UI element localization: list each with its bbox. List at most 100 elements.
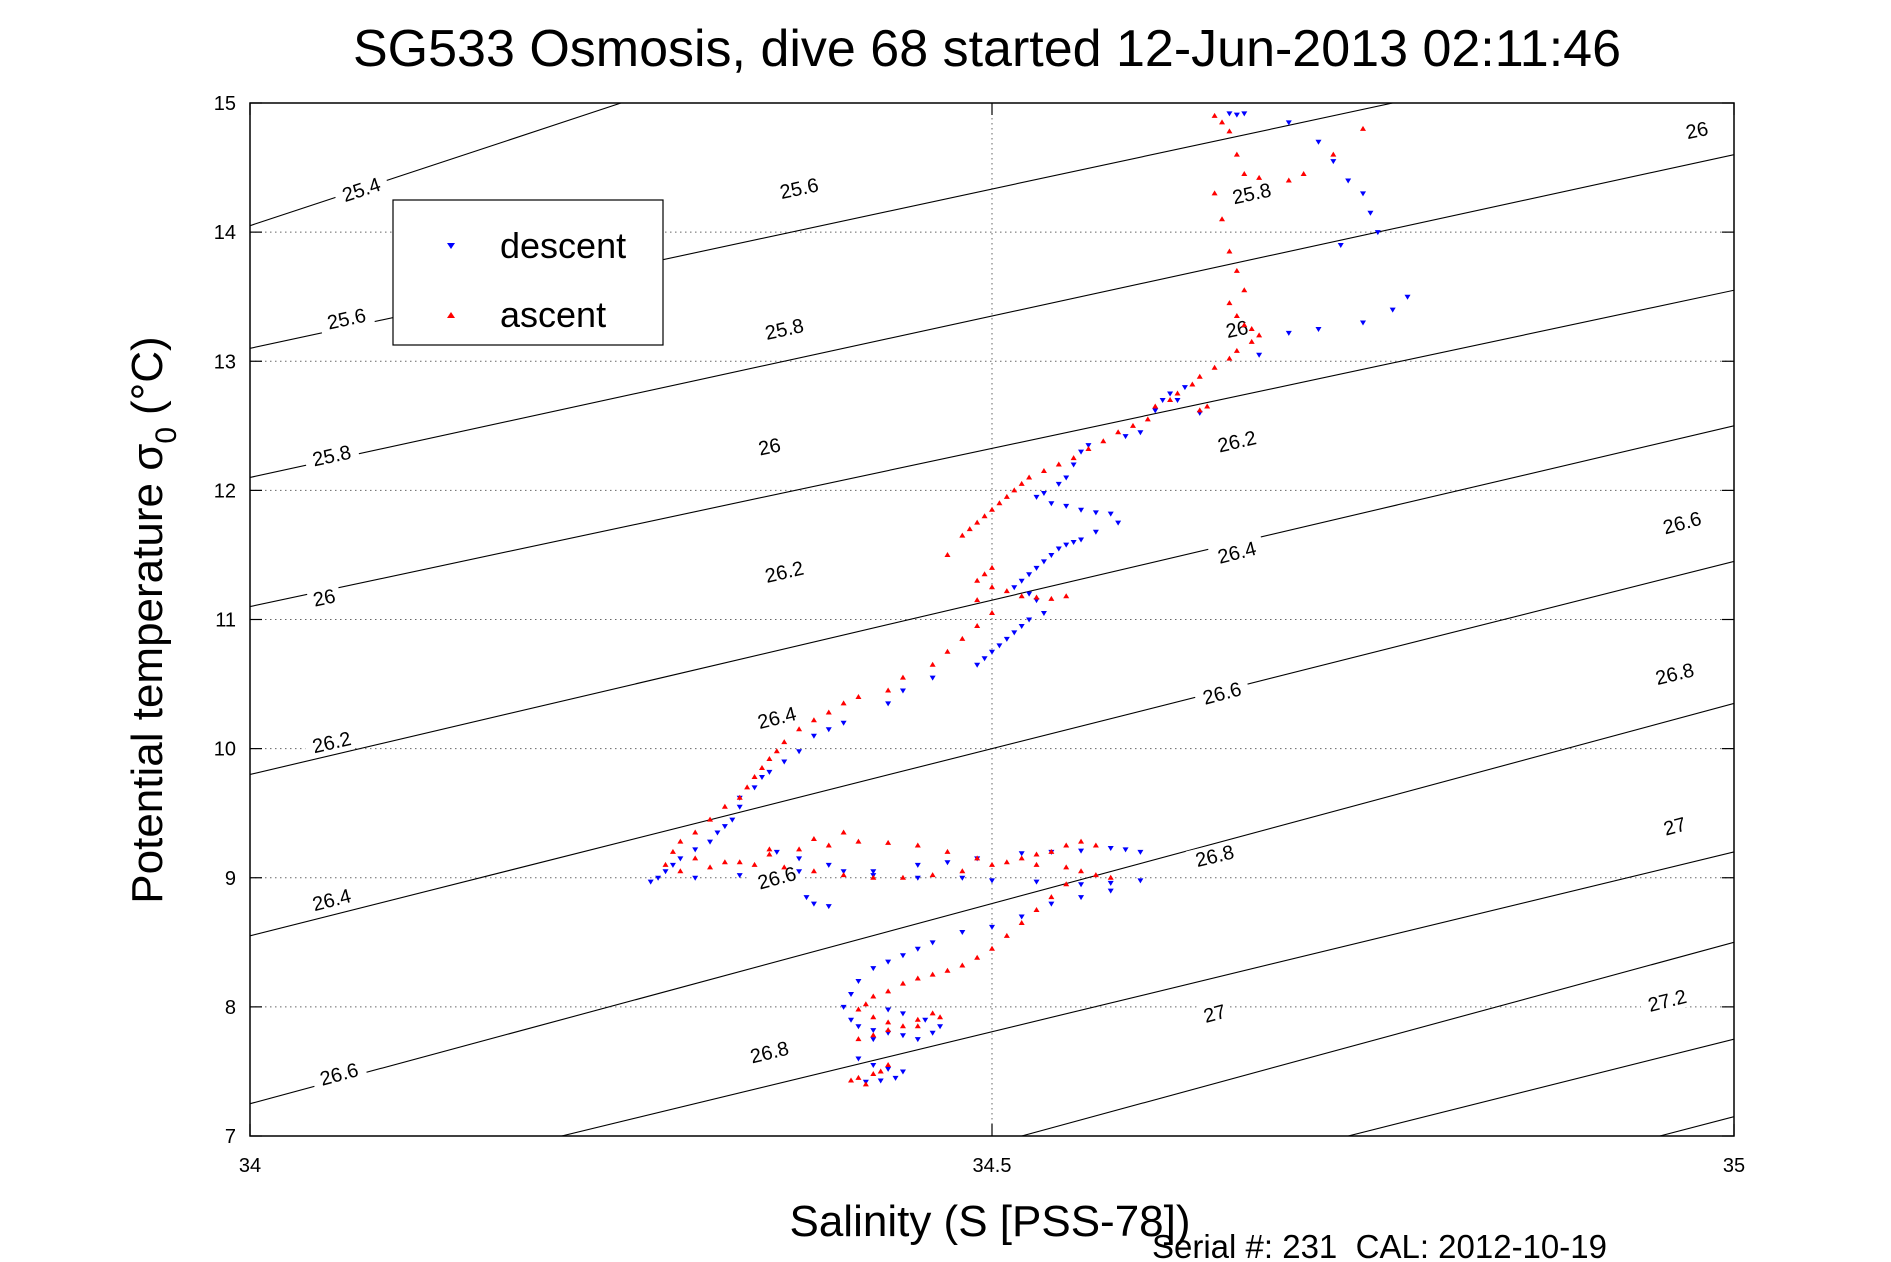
contour-label-gap	[1653, 505, 1711, 541]
contour-label-gap	[310, 1056, 368, 1092]
descent-point	[1107, 888, 1114, 894]
ascent-point	[966, 526, 973, 532]
descent-point	[825, 904, 832, 910]
ascent-point	[736, 859, 743, 865]
contour-label-gap	[751, 432, 788, 461]
descent-point	[773, 849, 780, 855]
svg-text:Potential temperature σ0(°C): Potential temperature σ0 (°C)	[123, 336, 183, 903]
axis-ticks: 34 34.5 35 7 8 9 10 11 12 13 14 15	[214, 93, 1745, 1177]
contour-label-gap	[1208, 424, 1266, 459]
contour-label: 25.6	[317, 302, 376, 336]
descent-point	[758, 775, 765, 781]
y-tick-label: 13	[214, 351, 236, 373]
ascent-point	[855, 1036, 862, 1042]
descent-point	[929, 1030, 936, 1036]
ascent-point	[944, 648, 951, 654]
ascent-point	[744, 784, 751, 790]
ascent-point	[1085, 446, 1092, 452]
descent-point	[1315, 139, 1322, 145]
ascent-point	[1189, 381, 1196, 387]
descent-point	[1226, 111, 1233, 117]
ascent-point	[1196, 373, 1203, 379]
legend-box	[392, 199, 664, 346]
y-tick-label: 14	[214, 222, 236, 244]
ascent-point	[692, 829, 699, 835]
ascent-point	[929, 661, 936, 667]
ascent-point	[1018, 919, 1025, 925]
ascent-point	[1248, 325, 1255, 331]
ascent-point	[899, 874, 906, 880]
contour-label-text: 26	[756, 434, 782, 460]
ascent-point	[781, 864, 788, 870]
ascent-point	[825, 842, 832, 848]
contour-label-gap	[1196, 998, 1233, 1029]
descent-point	[1315, 326, 1322, 332]
ascent-point	[885, 1061, 892, 1067]
descent-point	[1055, 481, 1062, 487]
ascent-point	[848, 1077, 855, 1083]
descent-point	[870, 966, 877, 972]
contour-label: 27	[1196, 998, 1233, 1029]
x-tick-label: 34.5	[973, 1155, 1012, 1177]
ascent-point	[825, 709, 832, 715]
descent-point	[929, 675, 936, 681]
ascent-point	[1152, 403, 1159, 409]
ascent-point	[677, 868, 684, 874]
y-axis-label-subscript: 0	[150, 427, 183, 444]
ascent-point	[959, 532, 966, 538]
descent-point	[848, 991, 855, 997]
descent-point	[870, 869, 877, 875]
ascent-point	[914, 1023, 921, 1029]
y-tick-label: 7	[225, 1126, 236, 1148]
descent-point	[1092, 529, 1099, 535]
descent-point	[1360, 191, 1366, 197]
descent-point	[729, 817, 736, 823]
descent-point	[1078, 537, 1085, 543]
descent-point	[1026, 617, 1033, 623]
contour-label-gap	[770, 171, 828, 205]
legend-ascent-label: ascent	[500, 294, 606, 335]
ascent-point	[989, 564, 995, 570]
contour-label: 26	[306, 583, 343, 612]
ascent-point	[899, 980, 906, 986]
contour-label-gap	[317, 302, 376, 336]
ascent-point	[1211, 364, 1218, 370]
descent-point	[840, 720, 847, 726]
ascent-point	[981, 513, 988, 519]
footer-serial-cal: Serial #: 231 CAL: 2012-10-19	[1152, 1228, 1607, 1262]
descent-point	[714, 830, 721, 836]
descent-point	[1078, 848, 1085, 854]
descent-point	[1374, 230, 1381, 236]
descent-point	[1285, 330, 1292, 336]
ascent-point	[959, 962, 966, 968]
descent-point	[914, 1037, 921, 1043]
ascent-point	[885, 687, 892, 693]
ascent-point	[1018, 593, 1025, 599]
ascent-point	[1070, 455, 1077, 461]
ascent-point	[1226, 248, 1233, 254]
descent-point	[1063, 475, 1070, 481]
ascent-point	[692, 855, 699, 861]
descent-point	[707, 839, 714, 845]
contour-label: 26	[1678, 116, 1715, 145]
legend-descent-label: descent	[500, 225, 626, 266]
descent-point	[1122, 847, 1129, 853]
ascent-point	[1226, 300, 1233, 306]
ascent-point	[766, 851, 773, 857]
descent-point	[1107, 880, 1114, 886]
contour-label-gap	[747, 860, 806, 896]
ascent-point	[981, 571, 988, 577]
ascent-point	[1226, 355, 1233, 361]
ascent-point	[1040, 468, 1047, 474]
ascent-point	[766, 846, 773, 852]
contour-label-gap	[302, 882, 361, 917]
descent-point	[848, 1017, 855, 1023]
descent-point	[1181, 385, 1188, 391]
descent-point	[914, 862, 921, 868]
ascent-point	[944, 551, 951, 557]
descent-point	[1367, 210, 1374, 216]
ascent-point	[677, 838, 684, 844]
contour-label-gap	[1207, 535, 1266, 570]
contour-label: 26	[751, 432, 788, 461]
